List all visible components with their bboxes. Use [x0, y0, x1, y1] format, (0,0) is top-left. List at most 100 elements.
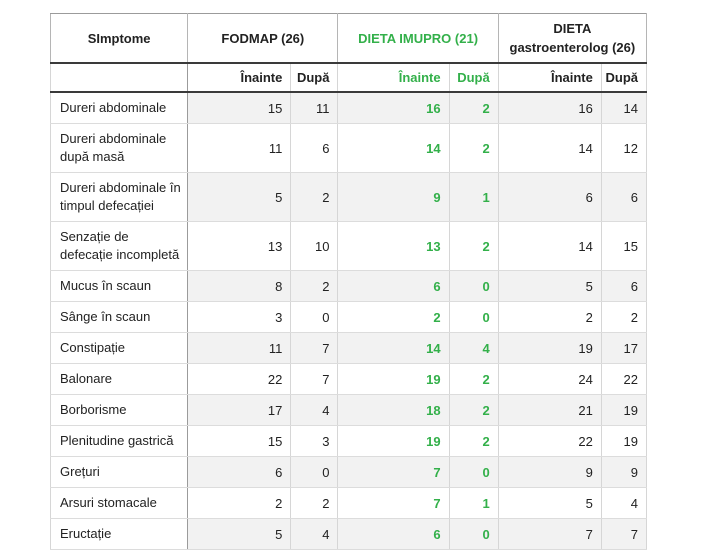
subheader-row: Înainte După Înainte După Înainte După	[49, 63, 648, 93]
table-row: Sânge în scaun 3 0 2 0 2 2	[49, 301, 648, 333]
table-row: Senzație de defecație incompletă 13 10 13 2 1…	[49, 221, 648, 271]
symptoms-comparison-table-wrap: SImptome FODMAP (26) DIETA IMUPRO (21) D…	[49, 13, 648, 550]
symptom-cell: Eructație	[49, 518, 189, 550]
header-row: SImptome FODMAP (26) DIETA IMUPRO (21) D…	[49, 13, 648, 64]
value-cell: 18	[337, 394, 450, 426]
column-group-dieta-gastroenterolog: DIETA gastroenterolog (26)	[497, 13, 648, 64]
value-cell: 4	[448, 332, 499, 364]
value-cell: 7	[600, 518, 648, 550]
value-cell: 0	[290, 456, 339, 488]
value-cell: 24	[497, 363, 602, 395]
value-cell: 2	[448, 425, 499, 457]
value-cell: 16	[337, 91, 450, 124]
value-cell: 0	[448, 301, 499, 333]
symptoms-comparison-table: SImptome FODMAP (26) DIETA IMUPRO (21) D…	[49, 13, 648, 550]
value-cell: 2	[448, 363, 499, 395]
value-cell: 15	[600, 221, 648, 271]
value-cell: 3	[290, 425, 339, 457]
symptom-cell: Dureri abdominale după masă	[49, 123, 189, 173]
value-cell: 6	[600, 172, 648, 222]
value-cell: 19	[337, 363, 450, 395]
column-group-dieta-imupro: DIETA IMUPRO (21)	[337, 13, 499, 64]
value-cell: 19	[497, 332, 602, 364]
symptom-cell: Dureri abdominale	[49, 91, 189, 124]
value-cell: 16	[497, 91, 602, 124]
value-cell: 2	[600, 301, 648, 333]
value-cell: 2	[497, 301, 602, 333]
table-row: Grețuri 6 0 7 0 9 9	[49, 456, 648, 488]
table-row: Dureri abdominale după masă 11 6 14 2 14 12	[49, 123, 648, 173]
value-cell: 9	[600, 456, 648, 488]
value-cell: 5	[497, 270, 602, 302]
symptom-cell: Dureri abdominale în timpul defecației	[49, 172, 189, 222]
value-cell: 3	[187, 301, 292, 333]
value-cell: 4	[290, 518, 339, 550]
value-cell: 7	[290, 363, 339, 395]
table-row: Arsuri stomacale 2 2 7 1 5 4	[49, 487, 648, 519]
value-cell: 13	[337, 221, 450, 271]
value-cell: 7	[290, 332, 339, 364]
value-cell: 4	[290, 394, 339, 426]
value-cell: 14	[497, 123, 602, 173]
symptom-cell: Borborisme	[49, 394, 189, 426]
value-cell: 22	[497, 425, 602, 457]
value-cell: 22	[600, 363, 648, 395]
value-cell: 0	[448, 518, 499, 550]
value-cell: 15	[187, 91, 292, 124]
value-cell: 8	[187, 270, 292, 302]
value-cell: 5	[187, 172, 292, 222]
subheader-gastro-dupa: După	[600, 63, 648, 93]
symptom-cell: Senzație de defecație incompletă	[49, 221, 189, 271]
value-cell: 13	[187, 221, 292, 271]
value-cell: 9	[337, 172, 450, 222]
value-cell: 2	[290, 172, 339, 222]
value-cell: 2	[337, 301, 450, 333]
value-cell: 7	[337, 487, 450, 519]
value-cell: 2	[448, 91, 499, 124]
value-cell: 7	[497, 518, 602, 550]
symptom-cell: Balonare	[49, 363, 189, 395]
value-cell: 11	[187, 332, 292, 364]
value-cell: 0	[448, 456, 499, 488]
table-body: Dureri abdominale 15 11 16 2 16 14 Dureri abdom…	[49, 91, 648, 550]
symptom-cell: Grețuri	[49, 456, 189, 488]
subheader-fodmap-dupa: După	[290, 63, 339, 93]
value-cell: 21	[497, 394, 602, 426]
value-cell: 2	[448, 123, 499, 173]
value-cell: 5	[497, 487, 602, 519]
value-cell: 2	[448, 221, 499, 271]
value-cell: 2	[448, 394, 499, 426]
value-cell: 10	[290, 221, 339, 271]
subheader-gastro-inainte: Înainte	[497, 63, 602, 93]
column-group-fodmap: FODMAP (26)	[187, 13, 339, 64]
value-cell: 6	[337, 518, 450, 550]
symptom-cell: Arsuri stomacale	[49, 487, 189, 519]
table-row: Mucus în scaun 8 2 6 0 5 6	[49, 270, 648, 302]
symptom-cell: Constipație	[49, 332, 189, 364]
value-cell: 19	[600, 394, 648, 426]
subheader-empty-cell	[49, 63, 189, 93]
table-row: Eructație 5 4 6 0 7 7	[49, 518, 648, 550]
table-row: Dureri abdominale 15 11 16 2 16 14	[49, 91, 648, 124]
value-cell: 14	[497, 221, 602, 271]
value-cell: 22	[187, 363, 292, 395]
symptom-cell: Mucus în scaun	[49, 270, 189, 302]
table-row: Plenitudine gastrică 15 3 19 2 22 19	[49, 425, 648, 457]
symptom-cell: Plenitudine gastrică	[49, 425, 189, 457]
value-cell: 11	[187, 123, 292, 173]
table-row: Dureri abdominale în timpul defecației 5 2…	[49, 172, 648, 222]
value-cell: 11	[290, 91, 339, 124]
value-cell: 0	[290, 301, 339, 333]
value-cell: 6	[290, 123, 339, 173]
value-cell: 1	[448, 487, 499, 519]
subheader-imupro-dupa: După	[448, 63, 499, 93]
value-cell: 12	[600, 123, 648, 173]
value-cell: 1	[448, 172, 499, 222]
value-cell: 2	[290, 487, 339, 519]
subheader-fodmap-inainte: Înainte	[187, 63, 292, 93]
value-cell: 15	[187, 425, 292, 457]
table-row: Borborisme 17 4 18 2 21 19	[49, 394, 648, 426]
subheader-imupro-inainte: Înainte	[337, 63, 450, 93]
value-cell: 7	[337, 456, 450, 488]
table-row: Constipație 11 7 14 4 19 17	[49, 332, 648, 364]
